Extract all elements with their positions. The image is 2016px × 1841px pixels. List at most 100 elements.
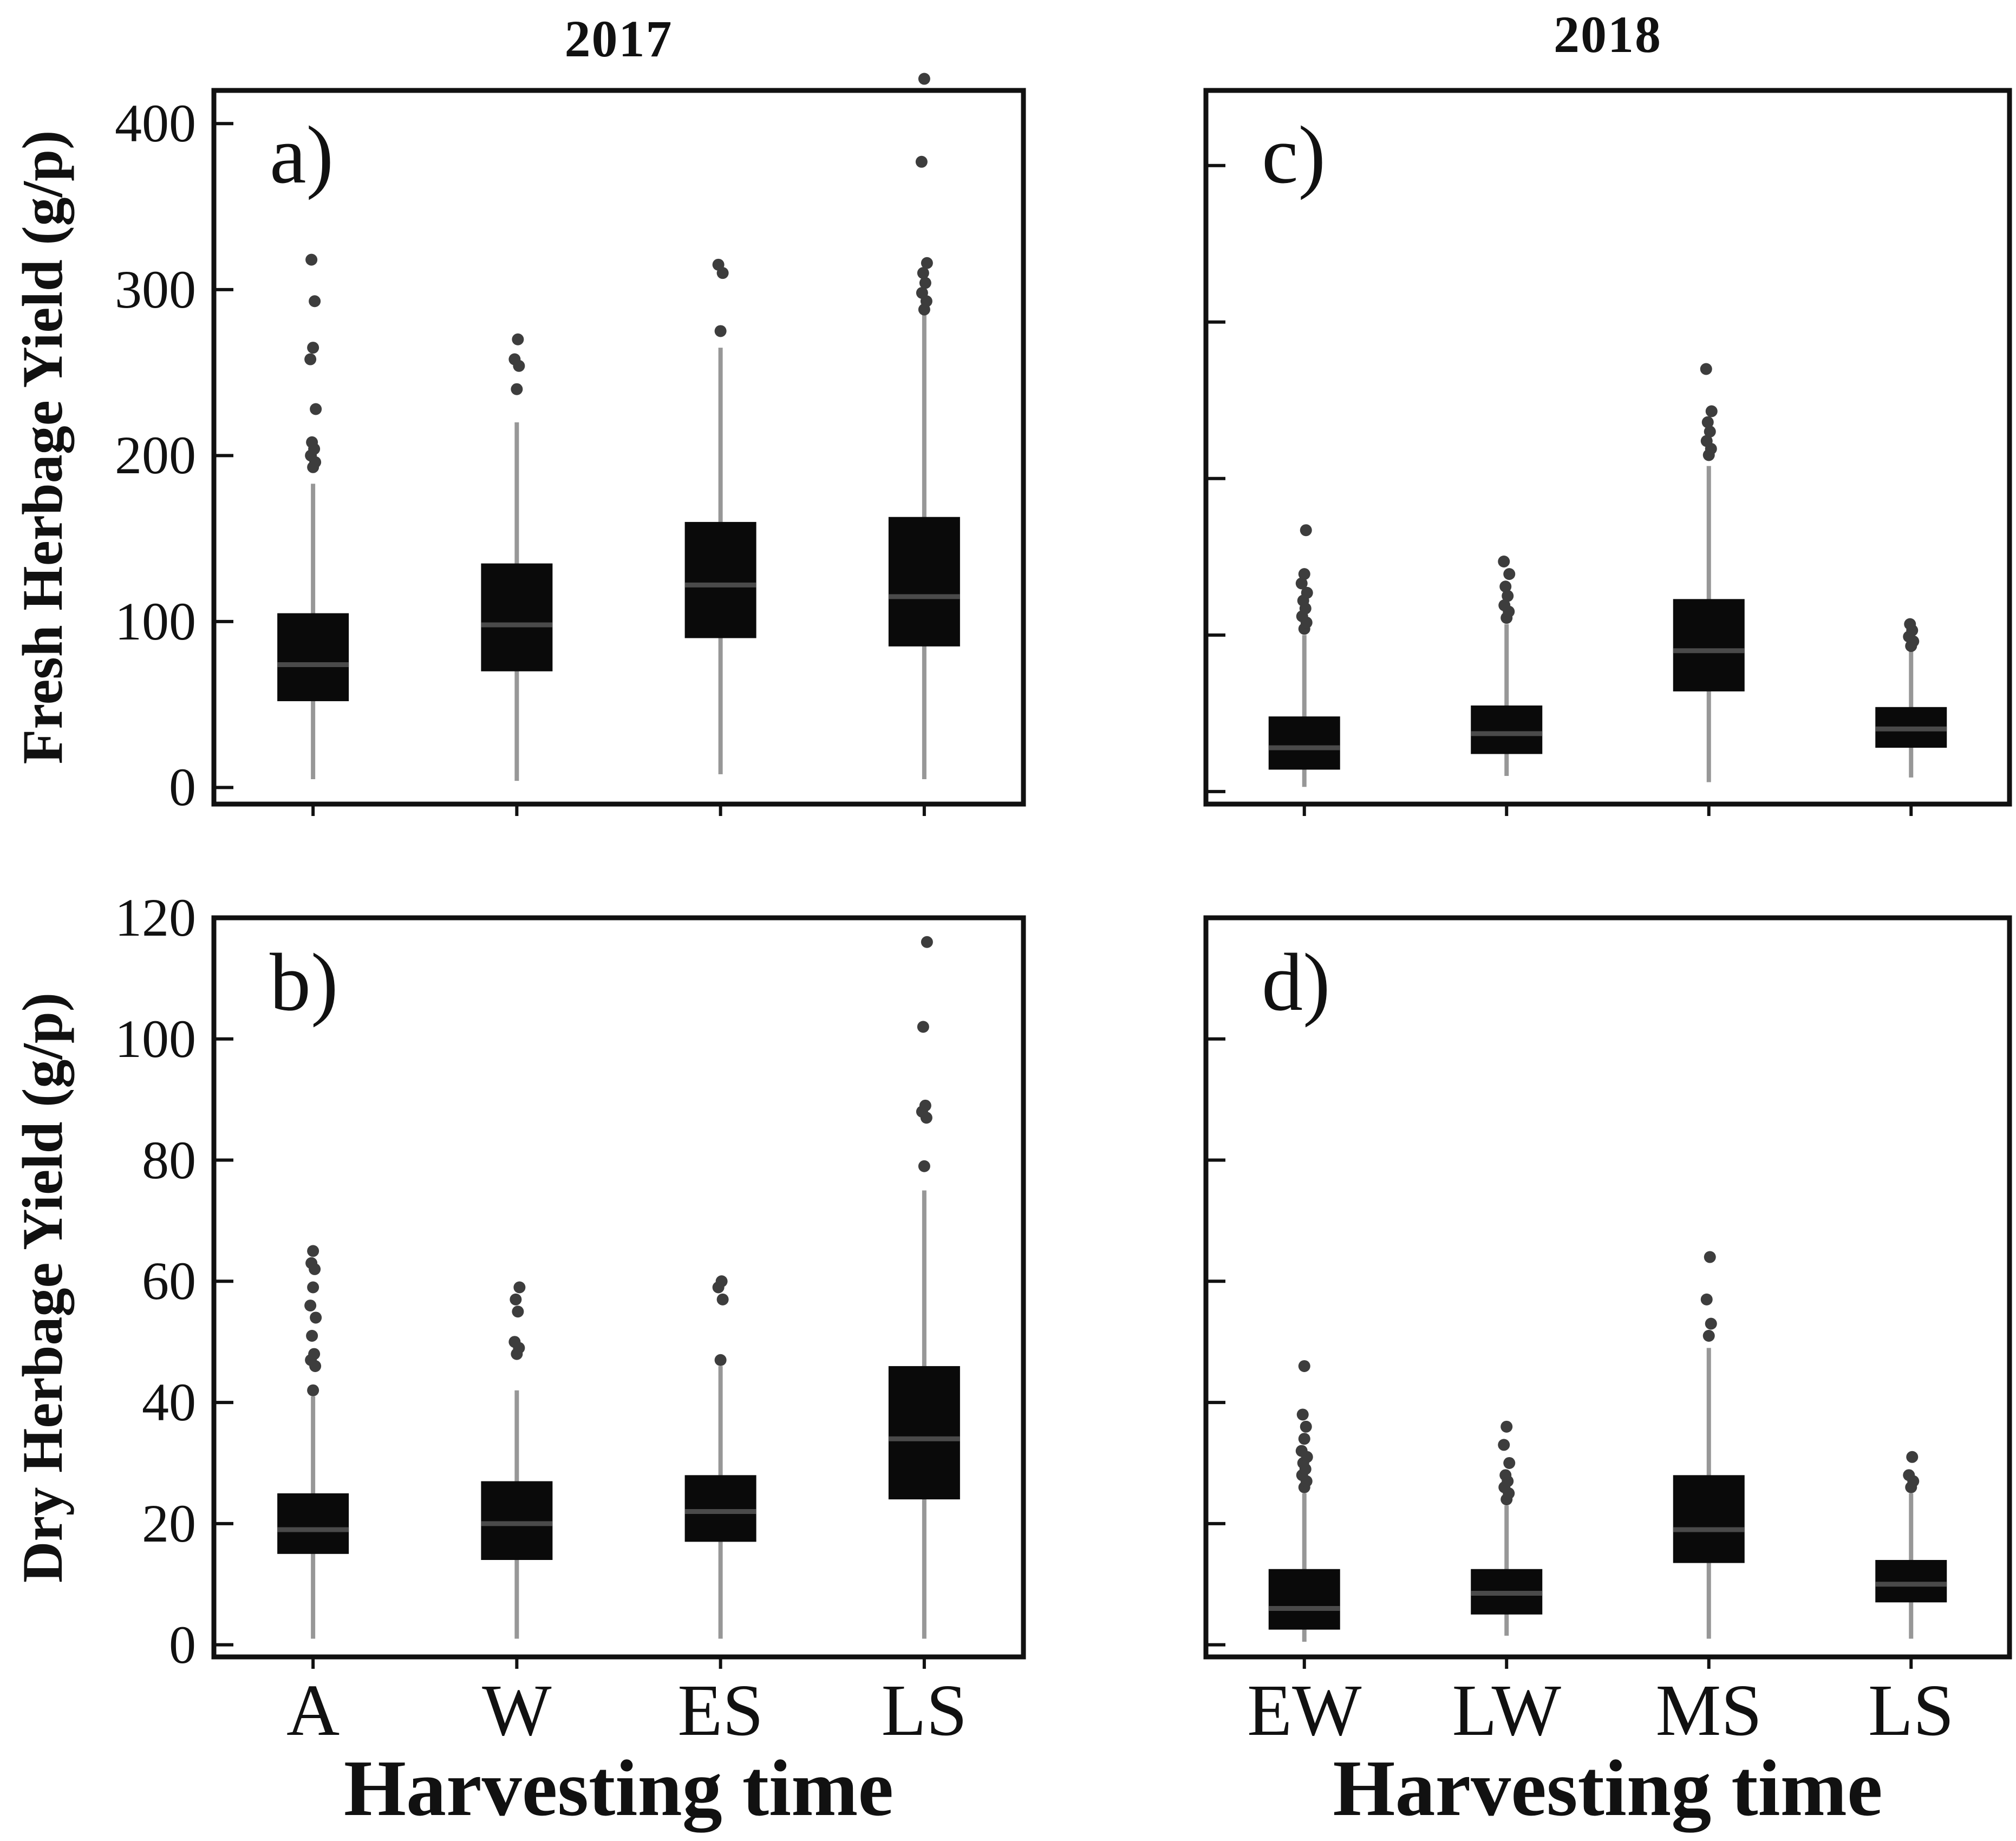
outlier-dot: [1903, 1469, 1915, 1481]
x-axis-label-harvesting-time-left: Harvesting time: [343, 1744, 894, 1833]
panel-d-plot: [1203, 915, 2012, 1669]
outlier-dot: [310, 403, 322, 415]
outlier-dot: [1298, 568, 1310, 580]
y-tick-label: 200: [115, 425, 196, 486]
outlier-dot: [513, 1281, 526, 1294]
y-tick-label: 120: [115, 887, 196, 948]
outlier-dot: [310, 1311, 322, 1324]
outlier-dot: [304, 353, 317, 365]
box-iqr: [888, 517, 960, 647]
outlier-dot: [1296, 1408, 1309, 1421]
panel-letter-d: d): [1262, 937, 1330, 1028]
panel-frame: [1203, 88, 2012, 807]
outlier-dot: [1498, 555, 1510, 567]
box-iqr: [684, 521, 756, 638]
y-tick-label: 0: [169, 757, 196, 818]
outlier-dot: [304, 1300, 317, 1312]
outlier-dot: [1705, 405, 1718, 417]
outlier-dot: [917, 267, 929, 279]
outlier-dot: [1704, 1251, 1716, 1263]
box-iqr: [888, 1366, 960, 1500]
outlier-dot: [508, 353, 521, 365]
outlier-dot: [1499, 1469, 1512, 1481]
outlier-dot: [919, 1099, 931, 1112]
outlier-dot: [1701, 416, 1714, 428]
outlier-dot: [714, 1354, 727, 1366]
outlier-dot: [1503, 1457, 1516, 1469]
outlier-dot: [918, 73, 930, 85]
outlier-dot: [1300, 1420, 1312, 1433]
outlier-dot: [305, 1257, 318, 1269]
outlier-dot: [306, 1330, 318, 1342]
panel-frame: [211, 915, 1026, 1660]
outlier-dot: [1301, 586, 1313, 599]
outlier-dot: [1904, 618, 1916, 630]
box-iqr: [277, 613, 349, 701]
outlier-dot: [508, 1336, 521, 1348]
y-tick-label: 40: [142, 1372, 196, 1433]
outlier-dot: [1298, 1360, 1310, 1372]
outlier-dot: [512, 333, 524, 345]
outlier-dot: [1906, 1451, 1919, 1463]
panel-letter-c: c): [1262, 109, 1326, 200]
outlier-dot: [921, 936, 933, 948]
panel-letter-b: b): [270, 937, 338, 1028]
outlier-dot: [921, 257, 933, 269]
outlier-dot: [510, 1293, 522, 1305]
outlier-dot: [1704, 426, 1716, 438]
outlier-dot: [919, 277, 931, 289]
x-category-label: LS: [881, 1670, 968, 1751]
y-tick-label: 100: [115, 1008, 196, 1069]
year-title-2018: 2018: [1554, 5, 1662, 63]
y-tick-label: 20: [142, 1493, 196, 1553]
panel-frame: [1203, 915, 2012, 1660]
outlier-dot: [305, 253, 318, 266]
outlier-dot: [1498, 1439, 1510, 1451]
box-iqr: [684, 1475, 756, 1542]
y-tick-label: 400: [115, 93, 196, 154]
panel-frame: [211, 88, 1026, 807]
outlier-dot: [512, 1305, 524, 1318]
outlier-dot: [916, 286, 928, 299]
outlier-dot: [307, 1245, 319, 1257]
outlier-dot: [1295, 577, 1308, 590]
outlier-dot: [1700, 363, 1712, 375]
outlier-dot: [1503, 568, 1516, 580]
outlier-dot: [1499, 580, 1512, 593]
outlier-dot: [1295, 1445, 1308, 1457]
outlier-dot: [1298, 1433, 1310, 1445]
box-iqr: [1875, 1559, 1947, 1603]
box-iqr: [277, 1493, 349, 1554]
panel-a-plot: [211, 73, 1026, 816]
outlier-dot: [915, 155, 928, 168]
outlier-dot: [307, 1281, 319, 1294]
box-iqr: [1268, 716, 1340, 770]
outlier-dot: [1498, 599, 1511, 611]
outlier-dot: [714, 325, 727, 337]
x-category-label: LS: [1868, 1670, 1954, 1751]
box-iqr: [1268, 1569, 1340, 1630]
y-tick-label: 300: [115, 259, 196, 319]
box-iqr: [1673, 599, 1745, 691]
x-category-label: A: [286, 1670, 340, 1751]
x-category-label: EW: [1247, 1670, 1362, 1751]
outlier-dot: [715, 1275, 728, 1288]
panel-c-plot: [1203, 88, 2012, 816]
outlier-dot: [309, 295, 321, 308]
outlier-dot: [1700, 1293, 1713, 1305]
x-category-label: ES: [677, 1670, 764, 1751]
y-tick-label: 80: [142, 1130, 196, 1190]
x-category-label: LW: [1452, 1670, 1561, 1751]
outlier-dot: [1700, 435, 1713, 447]
y-tick-label: 60: [142, 1251, 196, 1311]
outlier-dot: [712, 258, 725, 271]
outlier-dot: [1702, 1330, 1715, 1342]
y-tick-label: 0: [169, 1614, 196, 1675]
outlier-dot: [917, 1021, 929, 1033]
box-iqr: [481, 1481, 553, 1560]
panel-b-plot: [211, 915, 1026, 1669]
outlier-dot: [1705, 1317, 1717, 1330]
y-tick-label: 100: [115, 591, 196, 651]
outlier-dot: [306, 436, 318, 448]
